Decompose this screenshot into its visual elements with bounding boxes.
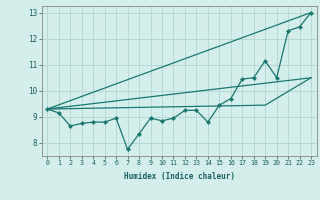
X-axis label: Humidex (Indice chaleur): Humidex (Indice chaleur) xyxy=(124,172,235,181)
